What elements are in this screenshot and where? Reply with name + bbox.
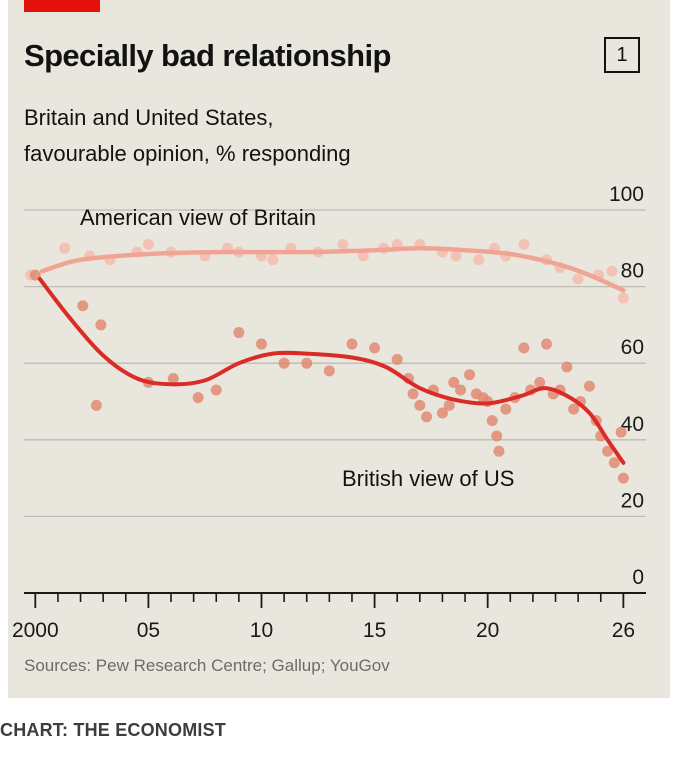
data-point-series1-10 <box>278 357 290 369</box>
data-point-series1-0 <box>29 269 41 281</box>
data-point-series0-14 <box>337 238 349 250</box>
data-point-series1-22 <box>443 399 455 411</box>
y-axis-tick-labels: 0 20 40 60 80 100 <box>609 183 644 589</box>
data-point-series1-3 <box>95 319 107 331</box>
data-point-series0-24 <box>518 238 530 250</box>
trend-line-series0 <box>39 246 626 293</box>
data-point-series0-27 <box>572 273 584 285</box>
data-point-series1-13 <box>346 338 358 350</box>
data-point-series0-11 <box>267 254 279 266</box>
chart-subtitle-line-1: Britain and United States, <box>24 105 274 130</box>
data-point-series1-36 <box>534 376 546 388</box>
x-tick-label-2010: 10 <box>250 619 273 642</box>
data-point-series1-2 <box>90 399 102 411</box>
data-point-series1-21 <box>436 407 448 419</box>
x-tick-label-2000: 2000 <box>12 619 59 642</box>
data-point-series1-31 <box>493 445 505 457</box>
data-point-series1-19 <box>421 411 433 423</box>
data-point-series1-29 <box>486 415 498 427</box>
data-point-series1-6 <box>192 392 204 404</box>
data-point-series1-30 <box>491 430 503 442</box>
x-axis: 2000 05 10 15 20 26 <box>12 592 646 642</box>
data-point-series1-37 <box>540 338 552 350</box>
data-point-series1-9 <box>255 338 267 350</box>
trend-line-series1 <box>37 276 626 465</box>
data-point-series1-24 <box>455 384 467 396</box>
series-label-american-view-of-britain: American view of Britain <box>80 205 316 230</box>
data-point-series1-18 <box>414 399 426 411</box>
y-tick-label-40: 40 <box>621 413 644 436</box>
data-point-series1-7 <box>210 384 222 396</box>
y-tick-label-100: 100 <box>609 183 644 206</box>
data-point-series0-30 <box>617 292 629 304</box>
data-point-series1-23 <box>448 376 460 388</box>
data-point-series1-15 <box>391 353 403 365</box>
data-point-series1-48 <box>615 426 627 438</box>
data-point-series0-21 <box>473 254 485 266</box>
data-point-series1-43 <box>583 380 595 392</box>
chart-subtitle-line-2: favourable opinion, % responding <box>24 141 351 166</box>
chart-title: Specially bad relationship <box>24 38 391 73</box>
data-point-series1-40 <box>561 361 573 373</box>
data-point-series0-5 <box>142 238 154 250</box>
data-point-series1-34 <box>518 342 530 354</box>
data-point-series1-1 <box>77 300 89 312</box>
data-point-series1-47 <box>608 457 620 469</box>
sources-note: Sources: Pew Research Centre; Gallup; Yo… <box>24 656 390 675</box>
data-point-series0-20 <box>450 250 462 262</box>
trend-lines <box>37 246 626 465</box>
y-tick-label-80: 80 <box>621 260 644 283</box>
data-point-series1-11 <box>301 357 313 369</box>
data-point-series0-1 <box>59 242 71 254</box>
series-label-british-view-of-us: British view of US <box>342 466 514 491</box>
data-point-series1-17 <box>407 388 419 400</box>
data-point-series1-46 <box>602 445 614 457</box>
data-point-series1-49 <box>617 472 629 484</box>
y-tick-label-20: 20 <box>621 489 644 512</box>
chart-credit: CHART: THE ECONOMIST <box>0 720 226 740</box>
gridlines <box>24 209 646 518</box>
y-tick-label-60: 60 <box>621 336 644 359</box>
data-point-series1-41 <box>568 403 580 415</box>
x-tick-label-2020: 20 <box>476 619 499 642</box>
chart-panel <box>8 0 670 698</box>
line-chart: 0 20 40 60 80 100 2000 05 10 15 20 26 American vie… <box>12 183 646 642</box>
chart-number-badge: 1 <box>604 37 640 73</box>
x-tick-label-2026: 26 <box>612 619 635 642</box>
data-points <box>25 238 629 484</box>
brand-red-bar <box>24 0 100 12</box>
data-point-series1-12 <box>323 365 335 377</box>
x-tick-label-2015: 15 <box>363 619 386 642</box>
data-point-series1-8 <box>233 327 245 339</box>
data-point-series0-29 <box>606 265 618 277</box>
chart-subtitle: Britain and United States, favourable op… <box>24 100 584 172</box>
y-tick-label-0: 0 <box>632 566 644 589</box>
data-point-series0-15 <box>357 250 369 262</box>
data-point-series1-5 <box>167 373 179 385</box>
data-point-series1-32 <box>500 403 512 415</box>
x-tick-label-2005: 05 <box>137 619 160 642</box>
data-point-series1-25 <box>464 369 476 381</box>
data-point-series1-14 <box>369 342 381 354</box>
